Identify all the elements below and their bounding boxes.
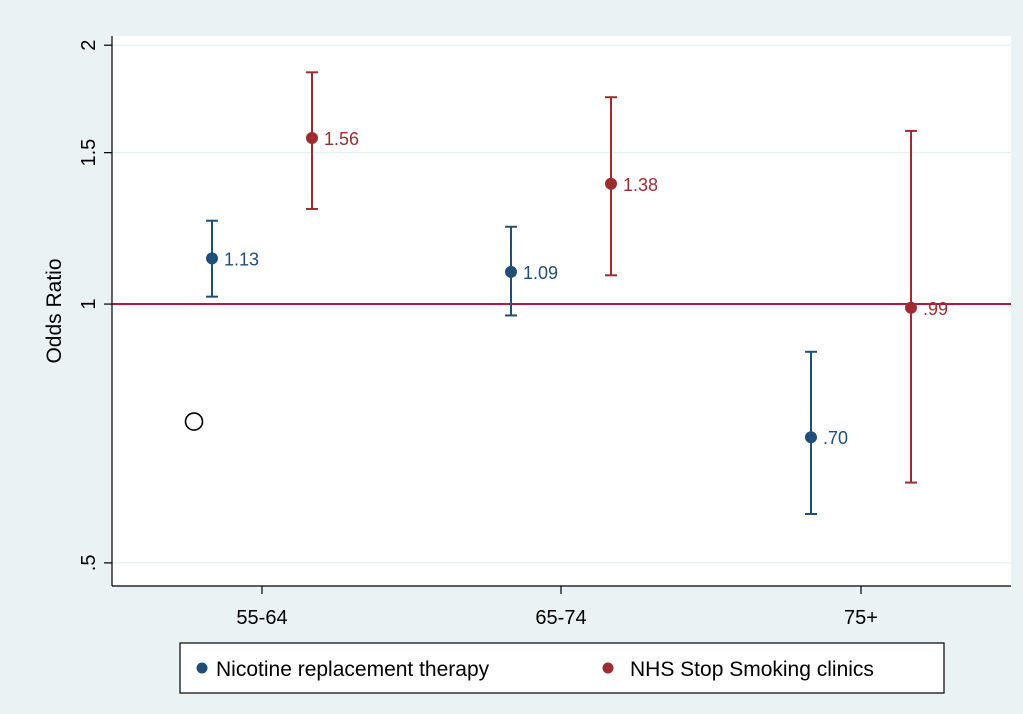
point-estimate xyxy=(505,265,517,278)
data-label: 1.56 xyxy=(324,129,359,149)
legend: Nicotine replacement therapy NHS Stop Sm… xyxy=(179,642,945,694)
x-ticks: 55-64 65-74 75+ xyxy=(236,586,878,629)
legend-label-nhs: NHS Stop Smoking clinics xyxy=(630,658,874,681)
data-label: 1.09 xyxy=(523,263,558,283)
series-nicotine-replacement-therapy: 1.13 1.09 .70 xyxy=(206,219,848,515)
y-ticks: .5 1 1.5 2 xyxy=(78,40,112,572)
point-estimate xyxy=(905,301,917,314)
series-nhs-stop-smoking-clinics: 1.56 1.38 .99 xyxy=(306,71,948,484)
legend-box xyxy=(179,642,945,694)
x-tick-label: 75+ xyxy=(844,607,878,629)
legend-label-nrt: Nicotine replacement therapy xyxy=(216,658,490,681)
point-estimate xyxy=(605,177,617,190)
legend-marker-nhs xyxy=(602,662,614,674)
annotations xyxy=(184,412,204,431)
hollow-circle-marker xyxy=(184,412,204,431)
point-estimate xyxy=(805,431,817,444)
x-tick-label: 65-74 xyxy=(535,607,586,629)
y-tick-label: .5 xyxy=(78,555,100,572)
legend-marker-nrt xyxy=(196,662,208,674)
y-tick-label: 2 xyxy=(78,40,100,51)
y-tick-label: 1 xyxy=(78,298,100,309)
data-label: 1.13 xyxy=(224,249,259,269)
data-series: 1.13 1.09 .70 1.56 1.38 .99 xyxy=(206,71,948,515)
data-label: .70 xyxy=(823,428,848,448)
x-tick-label: 55-64 xyxy=(236,607,287,629)
point-estimate xyxy=(306,132,318,145)
data-label: 1.38 xyxy=(623,175,658,195)
y-axis-label: Odds Ratio xyxy=(43,258,66,363)
point-estimate xyxy=(206,252,218,265)
plot-area xyxy=(112,36,1011,586)
y-tick-label: 1.5 xyxy=(78,139,100,167)
data-label: .99 xyxy=(923,299,948,319)
